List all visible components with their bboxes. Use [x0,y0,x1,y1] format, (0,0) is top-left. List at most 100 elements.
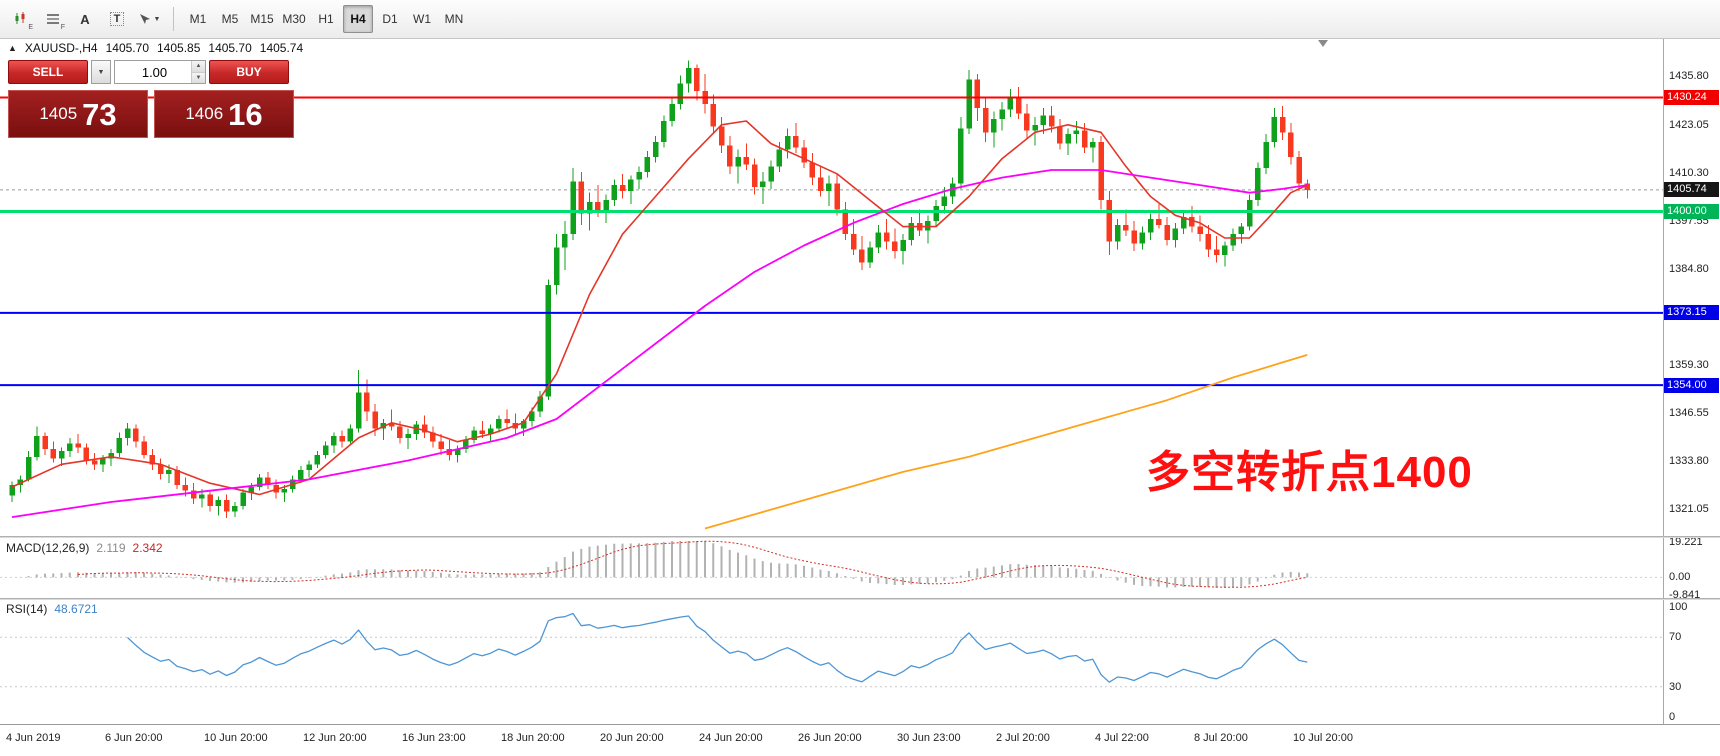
volume-spinner: ▲ ▼ [191,61,205,83]
timeframe-button-M15[interactable]: M15 [250,12,274,26]
price-axis[interactable]: 1435.801423.051410.301397.551384.801372.… [1663,38,1720,725]
bid-main-digits: 1405 [39,104,78,123]
time-axis-label: 4 Jun 2019 [6,732,61,744]
price-line-badge[interactable]: 1430.24 [1664,89,1719,105]
chart-shift-marker[interactable] [1318,40,1328,47]
letter-t-icon: T [109,12,125,26]
price-line-badge[interactable]: 1373.15 [1664,305,1719,321]
price-axis-label: 1359.30 [1669,359,1709,372]
time-axis[interactable]: 4 Jun 2019 6 Jun 20:00 10 Jun 20:00 12 Jun … [0,725,1720,756]
symbol-timeframe-label: XAUUSD-,H4 [24,41,98,55]
macd-signal-value: 2.342 [132,541,163,555]
price-axis-label: 1321.05 [1669,503,1709,516]
buy-button[interactable]: BUY [209,60,289,84]
time-axis-label: 20 Jun 20:00 [600,732,664,744]
price-axis-label: 1410.30 [1669,166,1709,179]
price-axis-label: 0.00 [1669,571,1691,584]
text-tool-button[interactable]: T [102,5,132,33]
symbol-info-bar: ▲ XAUUSD-,H4 1405.70 1405.85 1405.70 140… [8,41,303,55]
rsi-line [127,612,1308,683]
ma-line-fast-red [11,120,1308,496]
time-axis-label: 16 Jun 23:00 [402,732,466,744]
rsi-label: RSI(14) [6,602,48,616]
volume-input[interactable] [115,61,205,83]
time-axis-label: 10 Jun 20:00 [204,732,268,744]
price-line-badge[interactable]: 1354.00 [1664,377,1719,393]
sell-button[interactable]: SELL [8,60,88,84]
chevron-down-icon: ▼ [153,15,161,23]
price-axis-label: 30 [1669,680,1682,693]
ask-price-box[interactable]: 1406 16 [154,90,294,138]
chart-text-annotation[interactable]: 多空转折点1400 [1146,448,1473,497]
timeframe-button-M1[interactable]: M1 [189,12,207,26]
time-axis-label: 10 Jul 20:00 [1293,732,1353,744]
price-axis-label: 0 [1669,711,1676,723]
timeframe-button-D1[interactable]: D1 [382,12,398,26]
timeframe-button-MN[interactable]: MN [444,12,464,26]
ohlc-high: 1405.85 [157,41,201,55]
ma-line-mid-magenta [11,169,1308,518]
ask-main-digits: 1406 [185,104,224,123]
toolbar-separator [173,7,174,31]
toolbar: E F A T ▼ M1 M5 M15 M30 H1 H4 D1 W1 MN [0,0,1720,39]
bid-pips-digits: 73 [82,96,117,132]
timeframe-button-W1[interactable]: W1 [413,12,431,26]
ohlc-low: 1405.70 [208,41,252,55]
price-axis-label: 1423.05 [1669,118,1709,131]
timeframe-button-H1[interactable]: H1 [318,12,334,26]
candles-series [9,60,1310,518]
price-axis-label: 100 [1669,601,1688,613]
charts-toolbar-button[interactable]: E [6,5,36,33]
pane-separator[interactable] [0,598,1720,600]
time-axis-label: 30 Jun 23:00 [897,732,961,744]
price-axis-label: 70 [1669,631,1682,644]
macd-main-value: 2.119 [96,541,126,555]
price-axis-label: 1384.80 [1669,262,1709,275]
time-axis-label: 4 Jul 22:00 [1095,732,1149,744]
pane-separator[interactable] [0,536,1720,538]
indicator-button-sub-label: F [60,24,65,31]
macd-signal-line [77,540,1308,588]
volume-dropdown-button[interactable]: ▼ [91,60,111,84]
time-axis-label: 26 Jun 20:00 [798,732,862,744]
letter-a-icon: A [80,11,90,27]
time-axis-label: 24 Jun 20:00 [699,732,763,744]
volume-field-wrap: ▲ ▼ [114,60,206,84]
time-axis-label: 12 Jun 20:00 [303,732,367,744]
crosshair-tool-button[interactable]: ▼ [134,5,164,33]
rsi-value: 48.6721 [54,602,98,616]
time-axis-label: 8 Jul 20:00 [1194,732,1248,744]
timeframe-button-M5[interactable]: M5 [221,12,239,26]
cursor-crosshair-icon [139,14,150,24]
spinner-down-icon[interactable]: ▼ [192,72,205,83]
ma-line-slow-orange [704,354,1308,530]
ask-pips-digits: 16 [228,96,263,132]
price-axis-label: 1435.80 [1669,70,1709,83]
price-axis-label: 1346.55 [1669,407,1709,420]
price-axis-label: 1333.80 [1669,455,1709,468]
rsi-pane-title: RSI(14) 48.6721 [6,602,98,616]
macd-pane-title: MACD(12,26,9) 2.119 2.342 [6,541,163,555]
time-axis-label: 2 Jul 20:00 [996,732,1050,744]
time-axis-label: 18 Jun 20:00 [501,732,565,744]
pane-separator [0,724,1720,725]
text-label-tool-button[interactable]: A [70,5,100,33]
indicator-list-toolbar-button[interactable]: F [38,5,68,33]
timeframe-button-H4[interactable]: H4 [343,5,373,33]
timeframe-group: M1 M5 M15 M30 H1 H4 D1 W1 MN [183,5,469,33]
macd-histogram [19,541,1309,588]
expand-icon[interactable]: ▲ [8,43,17,53]
price-axis-label: 19.221 [1669,536,1703,548]
candlestick-chart-icon [15,12,25,24]
timeframe-button-M30[interactable]: M30 [282,12,306,26]
one-click-trade-panel: SELL ▼ ▲ ▼ BUY [8,60,289,84]
price-line-badge[interactable]: 1400.00 [1664,204,1719,220]
spinner-up-icon[interactable]: ▲ [192,61,205,73]
ohlc-open: 1405.70 [105,41,149,55]
macd-label: MACD(12,26,9) [6,541,90,555]
bid-price-box[interactable]: 1405 73 [8,90,148,138]
ohlc-close: 1405.74 [259,41,304,55]
bid-ask-panel: 1405 73 1406 16 [8,90,294,138]
list-lines-icon [47,14,59,24]
